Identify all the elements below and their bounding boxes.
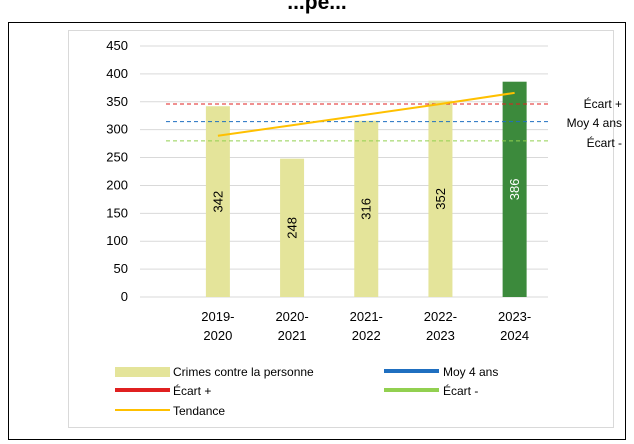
side-label-ecart-plus: Écart + xyxy=(584,96,622,111)
legend-label-tendance: Tendance xyxy=(173,404,225,418)
legend-label-moy: Moy 4 ans xyxy=(443,365,498,379)
chart-area xyxy=(8,22,626,440)
x-category-label: 2021- xyxy=(350,309,383,324)
bar-value-label: 316 xyxy=(359,198,374,220)
x-axis-categories: 2019- 2020 2020- 2021 2021- 2022 2022- 2023 2023… xyxy=(201,309,531,343)
value-labels: 342 248 316 352 386 xyxy=(210,178,522,238)
x-category-label: 2022- xyxy=(424,309,457,324)
bar-value-label: 248 xyxy=(285,217,300,239)
x-category-label: 2023- xyxy=(498,309,531,324)
plot-frame xyxy=(68,30,614,428)
y-tick-label: 200 xyxy=(106,177,128,192)
y-tick-label: 450 xyxy=(106,38,128,53)
legend: Crimes contre la personne Moy 4 ans Écar… xyxy=(115,365,498,418)
bar xyxy=(428,100,453,297)
y-tick-label: 250 xyxy=(106,150,128,165)
y-tick-label: 150 xyxy=(106,205,128,220)
bar-value-label: 352 xyxy=(433,188,448,210)
y-axis-ticks: 0 50 100 150 200 250 300 350 400 450 xyxy=(106,38,128,304)
legend-label-ecart-plus: Écart + xyxy=(173,383,211,398)
bar-value-label: 342 xyxy=(210,191,225,213)
side-label-ecart-minus: Écart - xyxy=(587,135,622,150)
y-tick-label: 350 xyxy=(106,94,128,109)
legend-label-ecart-minus: Écart - xyxy=(443,383,478,398)
y-tick-label: 0 xyxy=(121,289,128,304)
x-category-label: 2023 xyxy=(426,328,455,343)
bars xyxy=(205,81,527,298)
y-tick-label: 300 xyxy=(106,122,128,137)
side-label-moy: Moy 4 ans xyxy=(567,116,622,130)
x-category-label: 2024 xyxy=(500,328,529,343)
x-category-label: 2022 xyxy=(352,328,381,343)
y-tick-label: 100 xyxy=(106,233,128,248)
reference-lines xyxy=(166,103,548,142)
trend-line xyxy=(217,91,515,137)
bar xyxy=(280,158,305,297)
bar xyxy=(502,81,527,297)
legend-label-crimes: Crimes contre la personne xyxy=(173,365,314,379)
bar-value-label: 386 xyxy=(507,178,522,200)
x-category-label: 2021 xyxy=(278,328,307,343)
x-category-label: 2020 xyxy=(203,328,232,343)
y-tick-label: 50 xyxy=(114,261,128,276)
bar xyxy=(205,106,230,298)
x-category-label: 2019- xyxy=(201,309,234,324)
chart-title: ...pe... xyxy=(287,0,347,14)
x-category-label: 2020- xyxy=(275,309,308,324)
y-tick-label: 400 xyxy=(106,66,128,81)
trend-line-group xyxy=(217,91,515,137)
bar xyxy=(354,120,379,298)
legend-swatch-crimes xyxy=(115,367,170,377)
gridlines xyxy=(140,45,548,298)
